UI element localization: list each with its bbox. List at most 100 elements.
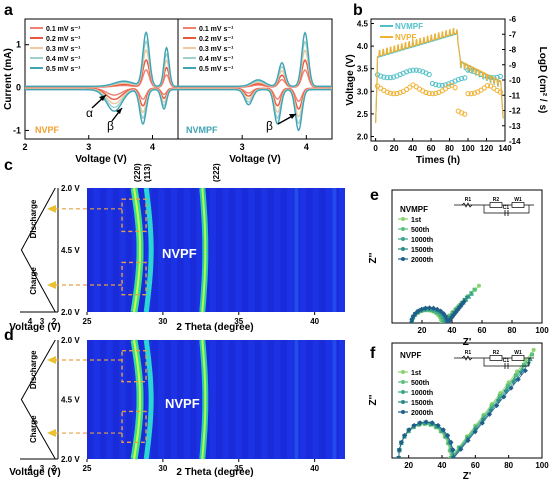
legend-marker: [401, 217, 405, 221]
warburg-w1: [511, 202, 525, 208]
side-xtick-label: 3: [40, 464, 45, 473]
legend-label: 2000th: [411, 257, 433, 264]
circuit-label: R1: [465, 197, 472, 203]
nyquist-point: [465, 437, 471, 444]
minor-peak-band: [294, 188, 299, 312]
legend-marker: [401, 227, 405, 231]
logd-point: [407, 68, 413, 74]
xtick-label: 30: [158, 464, 167, 473]
legend-label-nvmpf: NVMPF: [395, 22, 423, 31]
panel-a-beta2-arrowhead: [289, 114, 296, 119]
heatmap-cell: [112, 340, 120, 459]
panel-a-xlabel: Voltage (V): [75, 154, 126, 165]
heatmap-cell: [151, 188, 158, 312]
nyquist-point: [530, 352, 534, 357]
nyquist-point: [479, 420, 485, 426]
nyquist-point: [515, 376, 521, 382]
nyquist-point: [480, 418, 486, 423]
side-voltage-label: 2.0 V: [61, 336, 80, 345]
panel-a-xlabel2: Voltage (V): [229, 154, 280, 165]
xtick-label: 120: [480, 144, 494, 153]
xtick-label: 25: [83, 317, 92, 326]
nyquist-point: [511, 380, 516, 386]
xtick-label: 40: [310, 317, 319, 326]
logd-point: [481, 85, 487, 91]
nyquist-point: [488, 408, 494, 414]
legend-label: 500th: [411, 380, 429, 387]
legend-label: 0.2 mV s⁻¹: [199, 36, 234, 43]
panel-b-ylabel: Voltage (V): [345, 54, 356, 105]
panel-a-nvpf-curves: [25, 31, 178, 126]
logd-point: [404, 69, 410, 75]
nyquist-point: [423, 419, 429, 425]
y2tick-label: -7: [509, 30, 517, 39]
panel-a-nvpf-legend: 0.1 mV s⁻¹ 0.2 mV s⁻¹ 0.3 mV s⁻¹ 0.4 mV s⁻¹…: [30, 26, 81, 73]
capacitor-branch: [483, 358, 530, 367]
highlight-box-discharge: [121, 350, 147, 383]
heatmap-cell: [190, 340, 197, 459]
nyquist-point: [440, 310, 447, 317]
panel-c-insitu-xrd: 2.0 V 4.5 V 2.0 V Discharge Charge 4 3 2 25 30 35…: [9, 163, 345, 333]
logd-point: [391, 74, 397, 80]
cv-anodic-curve: [25, 59, 178, 88]
panel-a-alpha-arrowhead: [99, 95, 106, 101]
heatmap-cell: [216, 188, 223, 312]
heatmap-cell: [157, 340, 165, 459]
xtick-label: 80: [504, 461, 513, 470]
heatmap-cell: [274, 340, 281, 459]
legend-label: 1000th: [411, 237, 433, 244]
panel-d-voltage-profile: 2.0 V 4.5 V 2.0 V Discharge Charge 4 3 2: [20, 336, 80, 473]
ytick-label: 2.0: [357, 132, 369, 141]
arrowhead: [47, 280, 56, 289]
logd-point: [459, 75, 465, 82]
nyquist-point: [440, 318, 445, 323]
logd-point: [429, 91, 436, 97]
peak-band-220-core: [133, 187, 141, 313]
xtick-label: 35: [234, 317, 243, 326]
heatmap-cell: [293, 188, 300, 312]
heatmap-cell: [177, 188, 184, 312]
heatmap-cell: [183, 188, 191, 312]
nyquist-point: [398, 439, 404, 445]
legend-label: 2000th: [411, 410, 433, 417]
heatmap-cell: [87, 340, 94, 459]
panel-a-beta2-label: β: [266, 119, 273, 133]
nyquist-point: [513, 373, 518, 378]
heatmap-cell: [106, 340, 113, 459]
capacitor-branch: [483, 205, 530, 214]
logd-point: [384, 89, 390, 95]
legend-label: 1000th: [411, 390, 433, 397]
ytick-label: 3.5: [357, 65, 369, 74]
nyquist-point: [489, 404, 494, 409]
heatmap-cell: [286, 188, 294, 312]
heatmap-cell: [267, 188, 275, 312]
nyquist-point: [469, 291, 474, 296]
nyquist-point: [440, 427, 446, 433]
cv-cathodic-curve: [25, 88, 178, 114]
ytick-label: 4.5: [357, 20, 369, 29]
arrowhead: [47, 204, 56, 213]
heatmap-cell: [222, 188, 229, 312]
heatmap-cell: [93, 188, 100, 312]
panel-label-d: d: [4, 327, 14, 344]
resistor-r1: [461, 202, 473, 208]
heatmap-cell: [306, 340, 313, 459]
panel-d-heatmap: [47, 339, 345, 460]
xtick-label: 2: [22, 142, 27, 152]
legend-label: 1st: [411, 370, 422, 377]
logd-point: [391, 91, 397, 97]
heatmap-cell: [119, 188, 126, 312]
heatmap-cell: [106, 188, 113, 312]
ytick-label: 0: [16, 83, 21, 93]
panel-label-f: f: [370, 345, 376, 362]
side-voltage-label: 2.0 V: [61, 184, 80, 193]
heatmap-cell: [125, 188, 133, 312]
nyquist-point: [430, 305, 437, 311]
logd-point: [439, 82, 445, 88]
nyquist-point: [531, 347, 536, 352]
circuit-label: C1: [503, 358, 510, 364]
nyquist-point: [522, 368, 528, 374]
heatmap-cell: [177, 340, 184, 459]
legend-marker: [401, 410, 405, 414]
logd-point: [394, 90, 400, 97]
